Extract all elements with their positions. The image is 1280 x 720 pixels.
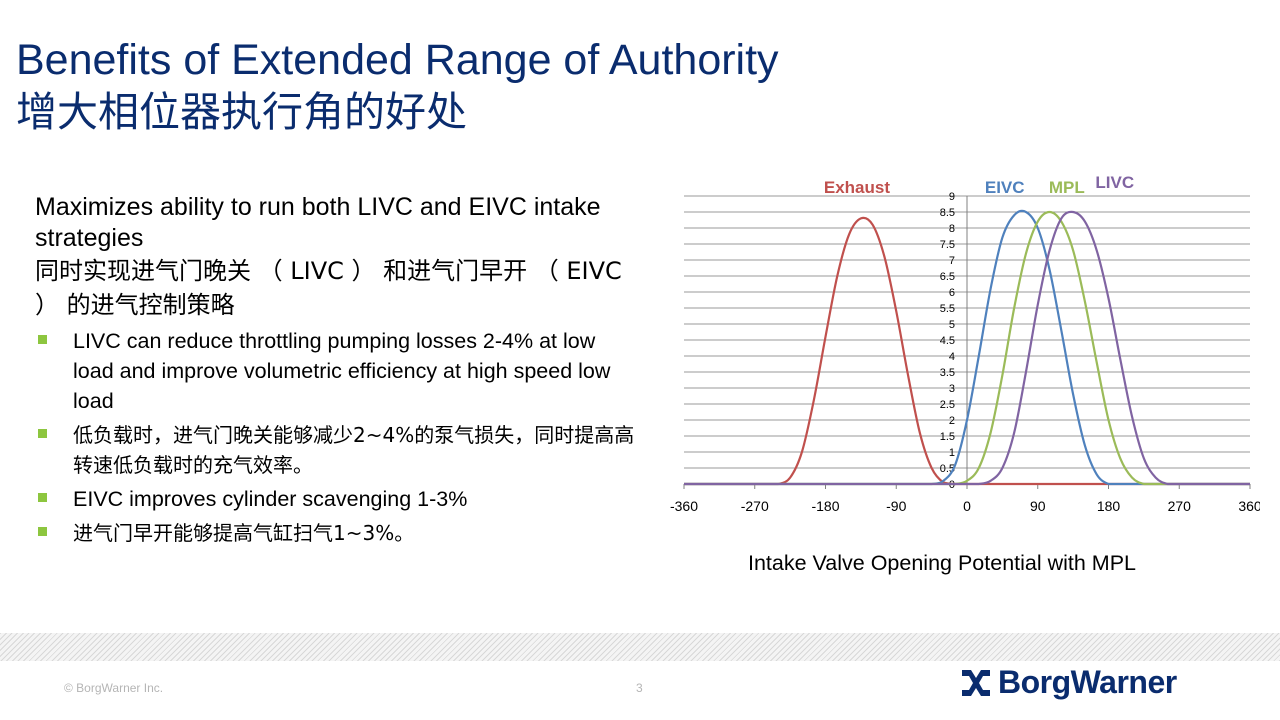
bullet-item: EIVC improves cylinder scavenging 1-3% [35,484,635,514]
y-tick-label: 2 [949,415,955,427]
bullet-text: 进气门早开能够提高气缸扫气1~3%。 [73,521,415,545]
y-tick-label: 3.5 [940,367,955,379]
slide-title: Benefits of Extended Range of Authority … [16,34,779,138]
borgwarner-emblem-icon [962,669,990,696]
y-tick-label: 7 [949,255,955,267]
x-tick-label: 0 [963,498,971,514]
series-label-livc: LIVC [1095,173,1134,192]
series-line-livc [684,210,1250,486]
bullet-text: EIVC improves cylinder scavenging 1-3% [73,487,468,511]
y-tick-label: 8 [949,223,955,235]
square-bullet-icon [38,429,47,438]
y-tick-label: 5 [949,319,955,331]
footer-copyright: © BorgWarner Inc. [64,681,164,695]
y-tick-label: 6.5 [940,271,955,283]
y-tick-label: 1.5 [940,431,955,443]
body-text: Maximizes ability to run both LIVC and E… [35,192,635,552]
chart-caption: Intake Valve Opening Potential with MPL [748,551,1137,575]
square-bullet-icon [38,335,47,344]
valve-lift-chart: 00.511.522.533.544.555.566.577.588.59-36… [670,173,1260,514]
x-tick-label: 360 [1238,498,1260,514]
bullet-text: 低负载时，进气门晚关能够减少2~4%的泵气损失，同时提高高转速低负载时的充气效率… [73,423,635,477]
bullet-text: LIVC can reduce throttling pumping losse… [73,329,611,413]
y-tick-label: 9 [949,191,955,203]
y-tick-label: 2.5 [940,399,955,411]
borgwarner-logo: BorgWarner [962,664,1177,701]
series-label-exhaust: Exhaust [824,178,890,197]
y-tick-label: 4.5 [940,335,955,347]
title-chinese: 增大相位器执行角的好处 [16,88,467,136]
page-number: 3 [636,681,643,695]
y-tick-label: 6 [949,287,955,299]
y-tick-label: 3 [949,383,955,395]
logo-wordmark: BorgWarner [998,664,1177,700]
series-label-mpl: MPL [1049,178,1085,197]
x-tick-label: -270 [741,498,769,514]
footer-hatch-band [0,633,1280,661]
square-bullet-icon [38,493,47,502]
y-tick-label: 5.5 [940,303,955,315]
y-tick-label: 1 [949,447,955,459]
bullet-item: 进气门早开能够提高气缸扫气1~3%。 [35,518,635,548]
bullet-list: LIVC can reduce throttling pumping losse… [35,326,635,548]
series-label-eivc: EIVC [985,178,1025,197]
title-english: Benefits of Extended Range of Authority [16,36,779,84]
bullet-item: LIVC can reduce throttling pumping losse… [35,326,635,416]
x-tick-label: -180 [811,498,839,514]
x-tick-label: -360 [670,498,698,514]
x-tick-label: -90 [886,498,906,514]
lead-english: Maximizes ability to run both LIVC and E… [35,193,601,252]
lead-chinese: 同时实现进气门晚关 （ LIVC ） 和进气门早开 （ EIVC ） 的进气控制… [35,257,622,319]
x-tick-label: 270 [1168,498,1192,514]
x-tick-label: 90 [1030,498,1046,514]
y-tick-label: 8.5 [940,207,955,219]
bullet-item: 低负载时，进气门晚关能够减少2~4%的泵气损失，同时提高高转速低负载时的充气效率… [35,420,635,480]
square-bullet-icon [38,527,47,536]
y-tick-label: 7.5 [940,239,955,251]
x-tick-label: 180 [1097,498,1121,514]
y-tick-label: 4 [949,351,955,363]
